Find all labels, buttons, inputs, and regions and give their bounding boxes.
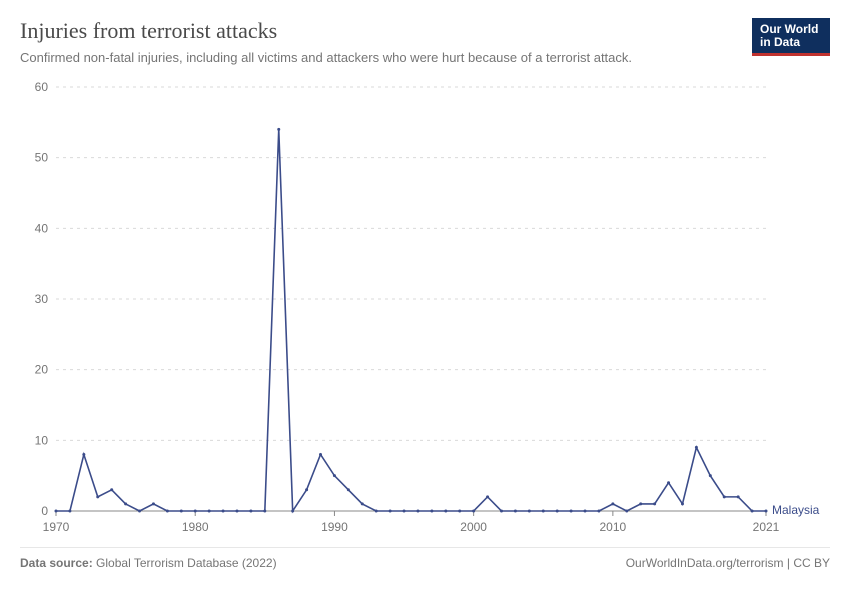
plot-svg: 0 10 20 30 40 50 60 1970 1980 1990 2000 2010 2021 M…: [20, 81, 830, 541]
series-point: [194, 510, 197, 513]
series-point: [347, 489, 350, 492]
series-point: [444, 510, 447, 513]
series-point: [681, 503, 684, 506]
series-point: [222, 510, 225, 513]
series-point: [82, 453, 85, 456]
series-point: [695, 446, 698, 449]
header-row: Injuries from terrorist attacks Confirme…: [20, 18, 830, 67]
series-point: [235, 510, 238, 513]
series-point: [138, 510, 141, 513]
series-point: [263, 510, 266, 513]
series-point: [110, 489, 113, 492]
xaxis-group: 1970 1980 1990 2000 2010 2021: [43, 511, 780, 534]
owid-logo: Our World in Data: [752, 18, 830, 56]
footer-attribution: OurWorldInData.org/terrorism | CC BY: [626, 556, 830, 570]
series-point: [751, 510, 754, 513]
footer-source: Data source: Global Terrorism Database (…: [20, 556, 277, 570]
ytick-label: 30: [35, 292, 49, 306]
series-point: [723, 496, 726, 499]
series-point: [416, 510, 419, 513]
series-point: [556, 510, 559, 513]
ytick-label: 40: [35, 222, 49, 236]
plot-area: 0 10 20 30 40 50 60 1970 1980 1990 2000 2010 2021 M…: [20, 81, 830, 541]
series-point: [361, 503, 364, 506]
series-point: [542, 510, 545, 513]
series-point: [389, 510, 392, 513]
series-point: [305, 489, 308, 492]
series-point: [277, 128, 280, 131]
chart-title: Injuries from terrorist attacks: [20, 18, 752, 44]
series-point: [500, 510, 503, 513]
title-block: Injuries from terrorist attacks Confirme…: [20, 18, 752, 67]
series-point: [653, 503, 656, 506]
series-point: [639, 503, 642, 506]
xtick-label: 1970: [43, 520, 70, 534]
series-point: [68, 510, 71, 513]
series-point: [208, 510, 211, 513]
series-point: [570, 510, 573, 513]
xtick-label: 1980: [182, 520, 209, 534]
ytick-label: 0: [41, 504, 48, 518]
labels-group: Malaysia: [772, 503, 820, 517]
series-point: [124, 503, 127, 506]
ytick-label: 50: [35, 151, 49, 165]
series-point: [458, 510, 461, 513]
series-point: [597, 510, 600, 513]
logo-line2: in Data: [760, 36, 800, 49]
grid-group: [56, 87, 766, 511]
ytick-label: 20: [35, 363, 49, 377]
series-point: [528, 510, 531, 513]
footer-source-label: Data source:: [20, 556, 93, 570]
xtick-label: 2010: [600, 520, 627, 534]
series-point: [765, 510, 768, 513]
series-label: Malaysia: [772, 503, 820, 517]
ytick-label: 10: [35, 434, 49, 448]
series-point: [486, 496, 489, 499]
series-group: [55, 128, 768, 513]
logo-line1: Our World: [760, 23, 818, 36]
series-point: [430, 510, 433, 513]
chart-footer: Data source: Global Terrorism Database (…: [20, 547, 830, 570]
series-point: [584, 510, 587, 513]
series-point: [180, 510, 183, 513]
yaxis-group: 0 10 20 30 40 50 60: [35, 81, 49, 518]
series-line: [56, 130, 766, 512]
series-point: [319, 453, 322, 456]
series-point: [625, 510, 628, 513]
series-point: [737, 496, 740, 499]
series-point: [166, 510, 169, 513]
xtick-label: 2000: [460, 520, 487, 534]
chart-container: Injuries from terrorist attacks Confirme…: [0, 0, 850, 600]
series-point: [611, 503, 614, 506]
series-point: [96, 496, 99, 499]
xtick-label: 2021: [753, 520, 780, 534]
series-point: [709, 474, 712, 477]
footer-source-text: Global Terrorism Database (2022): [96, 556, 277, 570]
series-point: [152, 503, 155, 506]
series-point: [472, 510, 475, 513]
series-point: [667, 482, 670, 485]
ytick-label: 60: [35, 81, 49, 94]
series-point: [403, 510, 406, 513]
series-point: [249, 510, 252, 513]
series-point: [514, 510, 517, 513]
chart-subtitle: Confirmed non-fatal injuries, including …: [20, 50, 752, 67]
series-point: [333, 474, 336, 477]
series-point: [375, 510, 378, 513]
series-point: [291, 510, 294, 513]
xtick-label: 1990: [321, 520, 348, 534]
series-point: [55, 510, 58, 513]
